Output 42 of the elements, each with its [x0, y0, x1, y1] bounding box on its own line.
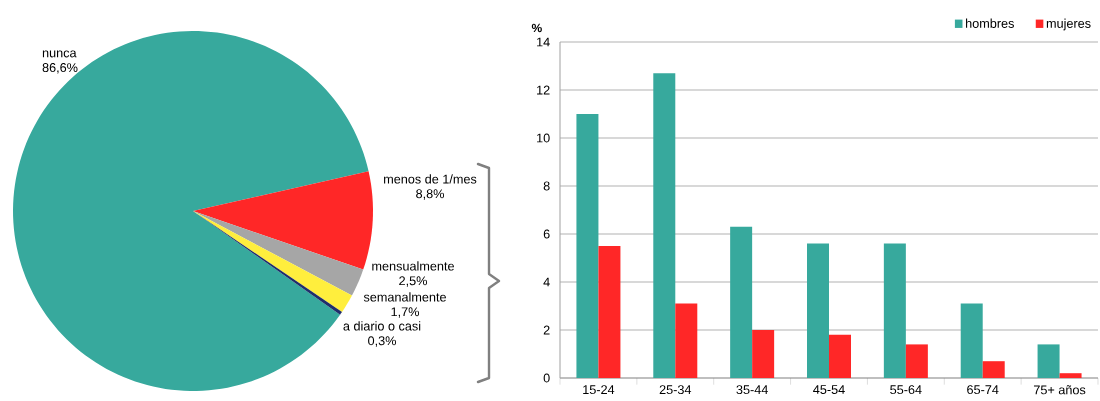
data-label: 2,5% [399, 276, 427, 287]
bar [829, 334, 851, 378]
data-label: 0,3% [368, 336, 396, 347]
bar [730, 226, 753, 378]
bar [982, 361, 1005, 378]
bar [1059, 373, 1082, 378]
slice-label: nunca [42, 50, 77, 58]
y-tick-label: 10 [537, 133, 550, 143]
x-tick-label: 55-64 [890, 385, 922, 395]
slice-label: a diario o casi [343, 321, 421, 331]
bar [807, 243, 829, 378]
slice-label: mensualmente [372, 261, 454, 271]
bar [653, 73, 676, 378]
bar [598, 246, 621, 378]
bar [883, 243, 906, 378]
x-tick-label: 65-74 [967, 385, 999, 395]
data-label: 1,7% [391, 307, 419, 318]
x-tick-label: 15-24 [583, 385, 615, 395]
legend-label: mujeres [1046, 18, 1091, 31]
y-tick-label: 14 [537, 37, 550, 47]
data-label: 86,6% [42, 63, 78, 74]
slice-label: menos de 1/mes [384, 174, 477, 184]
x-tick-label: 45-54 [813, 385, 845, 394]
y-tick-label: 8 [543, 181, 550, 191]
legend-label: hombres [966, 18, 1014, 28]
y-axis-title: % [531, 23, 542, 33]
x-tick-label: 35-44 [736, 385, 768, 395]
x-tick-label: 75+ años [1033, 385, 1086, 395]
bar [675, 303, 698, 378]
y-tick-label: 0 [543, 373, 550, 383]
y-tick-label: 2 [543, 325, 550, 335]
y-tick-label: 6 [543, 229, 550, 239]
bar [752, 330, 775, 378]
y-tick-label: 12 [537, 85, 550, 95]
bar [1037, 344, 1060, 378]
y-tick-label: 4 [543, 277, 550, 287]
bar [576, 114, 599, 378]
x-tick-label: 25-34 [659, 385, 692, 395]
bar [960, 303, 983, 378]
data-label: 8,8% [416, 189, 444, 200]
bar [905, 344, 928, 378]
slice-label: semanalmente [363, 292, 446, 302]
